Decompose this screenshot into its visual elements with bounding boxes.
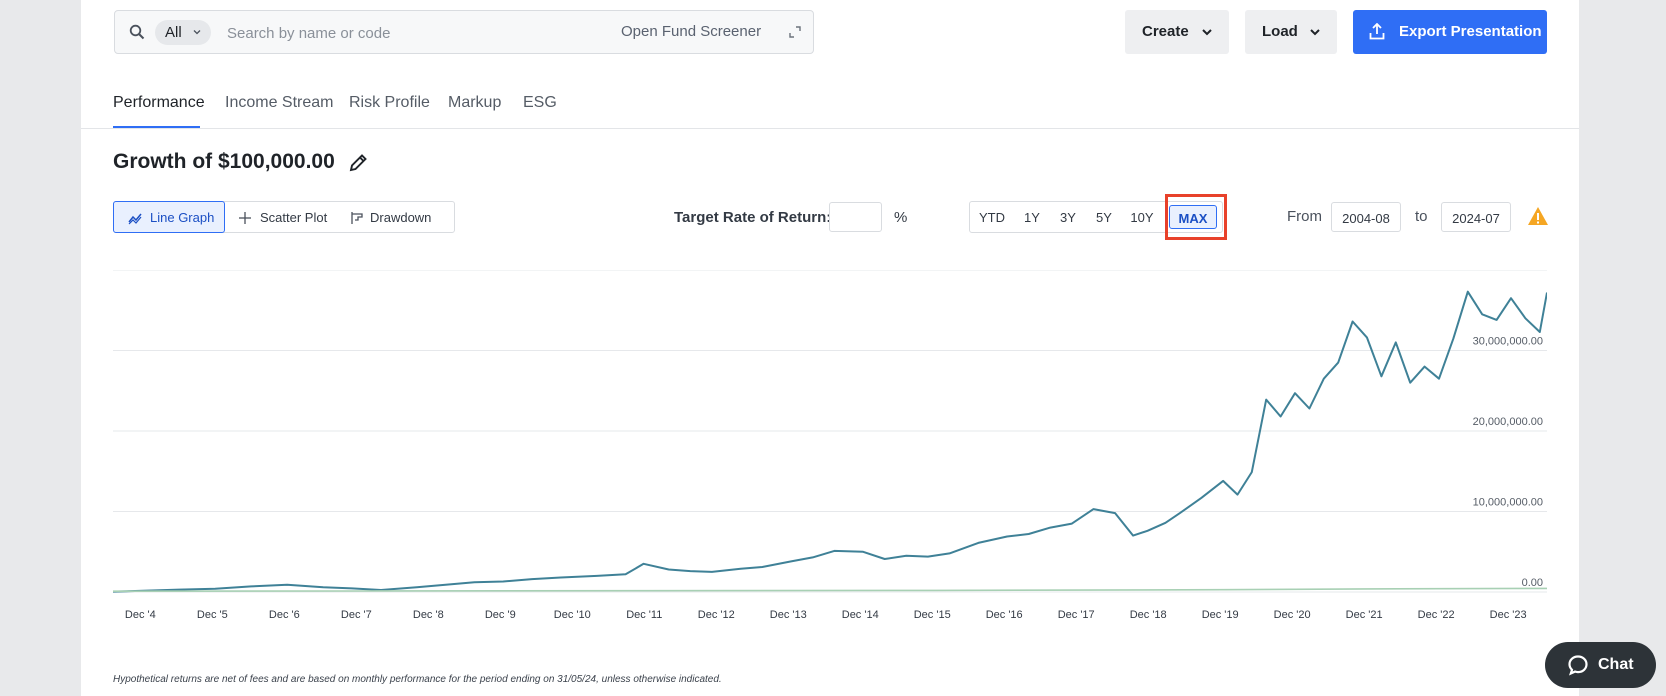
tab-bar: Performance Income Stream Risk Profile M… bbox=[81, 84, 1579, 129]
create-button-label: Create bbox=[1142, 23, 1189, 40]
search-filter-label: All bbox=[165, 24, 182, 41]
chevron-down-icon bbox=[193, 30, 201, 35]
tab-performance[interactable]: Performance bbox=[113, 94, 205, 111]
y-tick-label: 10,000,000.00 bbox=[1473, 497, 1543, 509]
chat-label: Chat bbox=[1598, 656, 1634, 673]
range-from-label: From bbox=[1287, 208, 1322, 225]
load-button-label: Load bbox=[1262, 23, 1298, 40]
upload-icon bbox=[1369, 23, 1385, 40]
export-presentation-label: Export Presentation bbox=[1399, 23, 1542, 40]
open-fund-screener-link[interactable]: Open Fund Screener bbox=[621, 23, 762, 40]
scatter-plot-button[interactable]: Scatter Plot bbox=[226, 202, 342, 232]
x-tick-label: Dec '19 bbox=[1202, 609, 1239, 621]
x-tick-label: Dec '21 bbox=[1346, 609, 1383, 621]
x-tick-label: Dec '9 bbox=[485, 609, 516, 621]
x-tick-label: Dec '14 bbox=[842, 609, 879, 621]
search-icon bbox=[129, 24, 145, 40]
expand-icon[interactable] bbox=[788, 25, 802, 39]
x-tick-label: Dec '23 bbox=[1490, 609, 1527, 621]
series-line-fund bbox=[113, 290, 1547, 593]
y-tick-label: 0.00 bbox=[1522, 577, 1543, 589]
target-rate-input[interactable] bbox=[829, 202, 882, 232]
chevron-down-icon bbox=[1310, 29, 1320, 36]
line-chart-icon bbox=[128, 213, 142, 225]
fund-search-bar: All Open Fund Screener bbox=[114, 10, 814, 54]
x-tick-label: Dec '20 bbox=[1274, 609, 1311, 621]
selection-highlight bbox=[1165, 194, 1227, 240]
chat-button[interactable]: Chat bbox=[1545, 642, 1656, 688]
tab-esg[interactable]: ESG bbox=[523, 94, 557, 111]
x-tick-label: Dec '6 bbox=[269, 609, 300, 621]
search-input[interactable] bbox=[227, 21, 607, 45]
tab-risk-profile[interactable]: Risk Profile bbox=[349, 94, 430, 111]
drawdown-button[interactable]: Drawdown bbox=[342, 202, 454, 232]
chat-bubble-icon bbox=[1568, 655, 1588, 676]
period-ytd-button[interactable]: YTD bbox=[979, 210, 1005, 225]
growth-chart: 0.00 10,000,000.00 20,000,000.00 30,000,000… bbox=[113, 270, 1547, 621]
scatter-plot-label: Scatter Plot bbox=[260, 210, 328, 225]
export-presentation-button[interactable]: Export Presentation bbox=[1353, 10, 1547, 54]
y-tick-label: 20,000,000.00 bbox=[1473, 416, 1543, 428]
y-tick-label: 30,000,000.00 bbox=[1473, 336, 1543, 348]
x-tick-label: Dec '4 bbox=[125, 609, 156, 621]
x-tick-label: Dec '13 bbox=[770, 609, 807, 621]
active-tab-indicator bbox=[113, 126, 200, 128]
disclaimer-note: Hypothetical returns are net of fees and… bbox=[113, 674, 722, 685]
search-filter-dropdown[interactable]: All bbox=[155, 20, 211, 45]
tab-income-stream[interactable]: Income Stream bbox=[225, 94, 334, 111]
period-10y-button[interactable]: 10Y bbox=[1130, 210, 1154, 225]
warning-icon[interactable] bbox=[1527, 206, 1549, 226]
x-tick-label: Dec '8 bbox=[413, 609, 444, 621]
x-tick-label: Dec '16 bbox=[986, 609, 1023, 621]
to-date-field[interactable]: 2024-07 bbox=[1441, 202, 1511, 232]
create-button[interactable]: Create bbox=[1125, 10, 1229, 54]
drawdown-label: Drawdown bbox=[370, 210, 432, 225]
line-graph-label: Line Graph bbox=[150, 210, 215, 225]
tab-markup[interactable]: Markup bbox=[448, 94, 502, 111]
x-tick-label: Dec '18 bbox=[1130, 609, 1167, 621]
from-date-field[interactable]: 2004-08 bbox=[1331, 202, 1401, 232]
x-tick-label: Dec '5 bbox=[197, 609, 228, 621]
x-tick-label: Dec '7 bbox=[341, 609, 372, 621]
x-tick-label: Dec '17 bbox=[1058, 609, 1095, 621]
series-line-benchmark bbox=[113, 587, 1547, 593]
drawdown-icon bbox=[351, 212, 363, 224]
period-selector: YTD 1Y 3Y 5Y 10Y MAX bbox=[969, 201, 1223, 233]
pencil-icon[interactable] bbox=[347, 152, 369, 174]
period-5y-button[interactable]: 5Y bbox=[1096, 210, 1112, 225]
period-max-button[interactable]: MAX bbox=[1169, 205, 1217, 229]
main-panel: All Open Fund Screener Create Load Expor… bbox=[81, 0, 1579, 696]
crosshair-icon bbox=[239, 212, 251, 224]
chart-type-toggle: Line Graph Scatter Plot Drawdown bbox=[113, 201, 455, 233]
chevron-down-icon bbox=[1202, 29, 1212, 36]
x-tick-label: Dec '22 bbox=[1418, 609, 1455, 621]
x-tick-label: Dec '10 bbox=[554, 609, 591, 621]
x-tick-label: Dec '12 bbox=[698, 609, 735, 621]
period-1y-button[interactable]: 1Y bbox=[1024, 210, 1040, 225]
range-to-label: to bbox=[1415, 208, 1428, 225]
x-tick-label: Dec '11 bbox=[626, 609, 662, 621]
load-button[interactable]: Load bbox=[1245, 10, 1337, 54]
period-3y-button[interactable]: 3Y bbox=[1060, 210, 1076, 225]
percent-unit: % bbox=[894, 209, 908, 226]
page-title: Growth of $100,000.00 bbox=[113, 150, 335, 173]
line-graph-button[interactable]: Line Graph bbox=[113, 201, 225, 233]
target-rate-label: Target Rate of Return: bbox=[674, 209, 832, 226]
x-tick-label: Dec '15 bbox=[914, 609, 951, 621]
